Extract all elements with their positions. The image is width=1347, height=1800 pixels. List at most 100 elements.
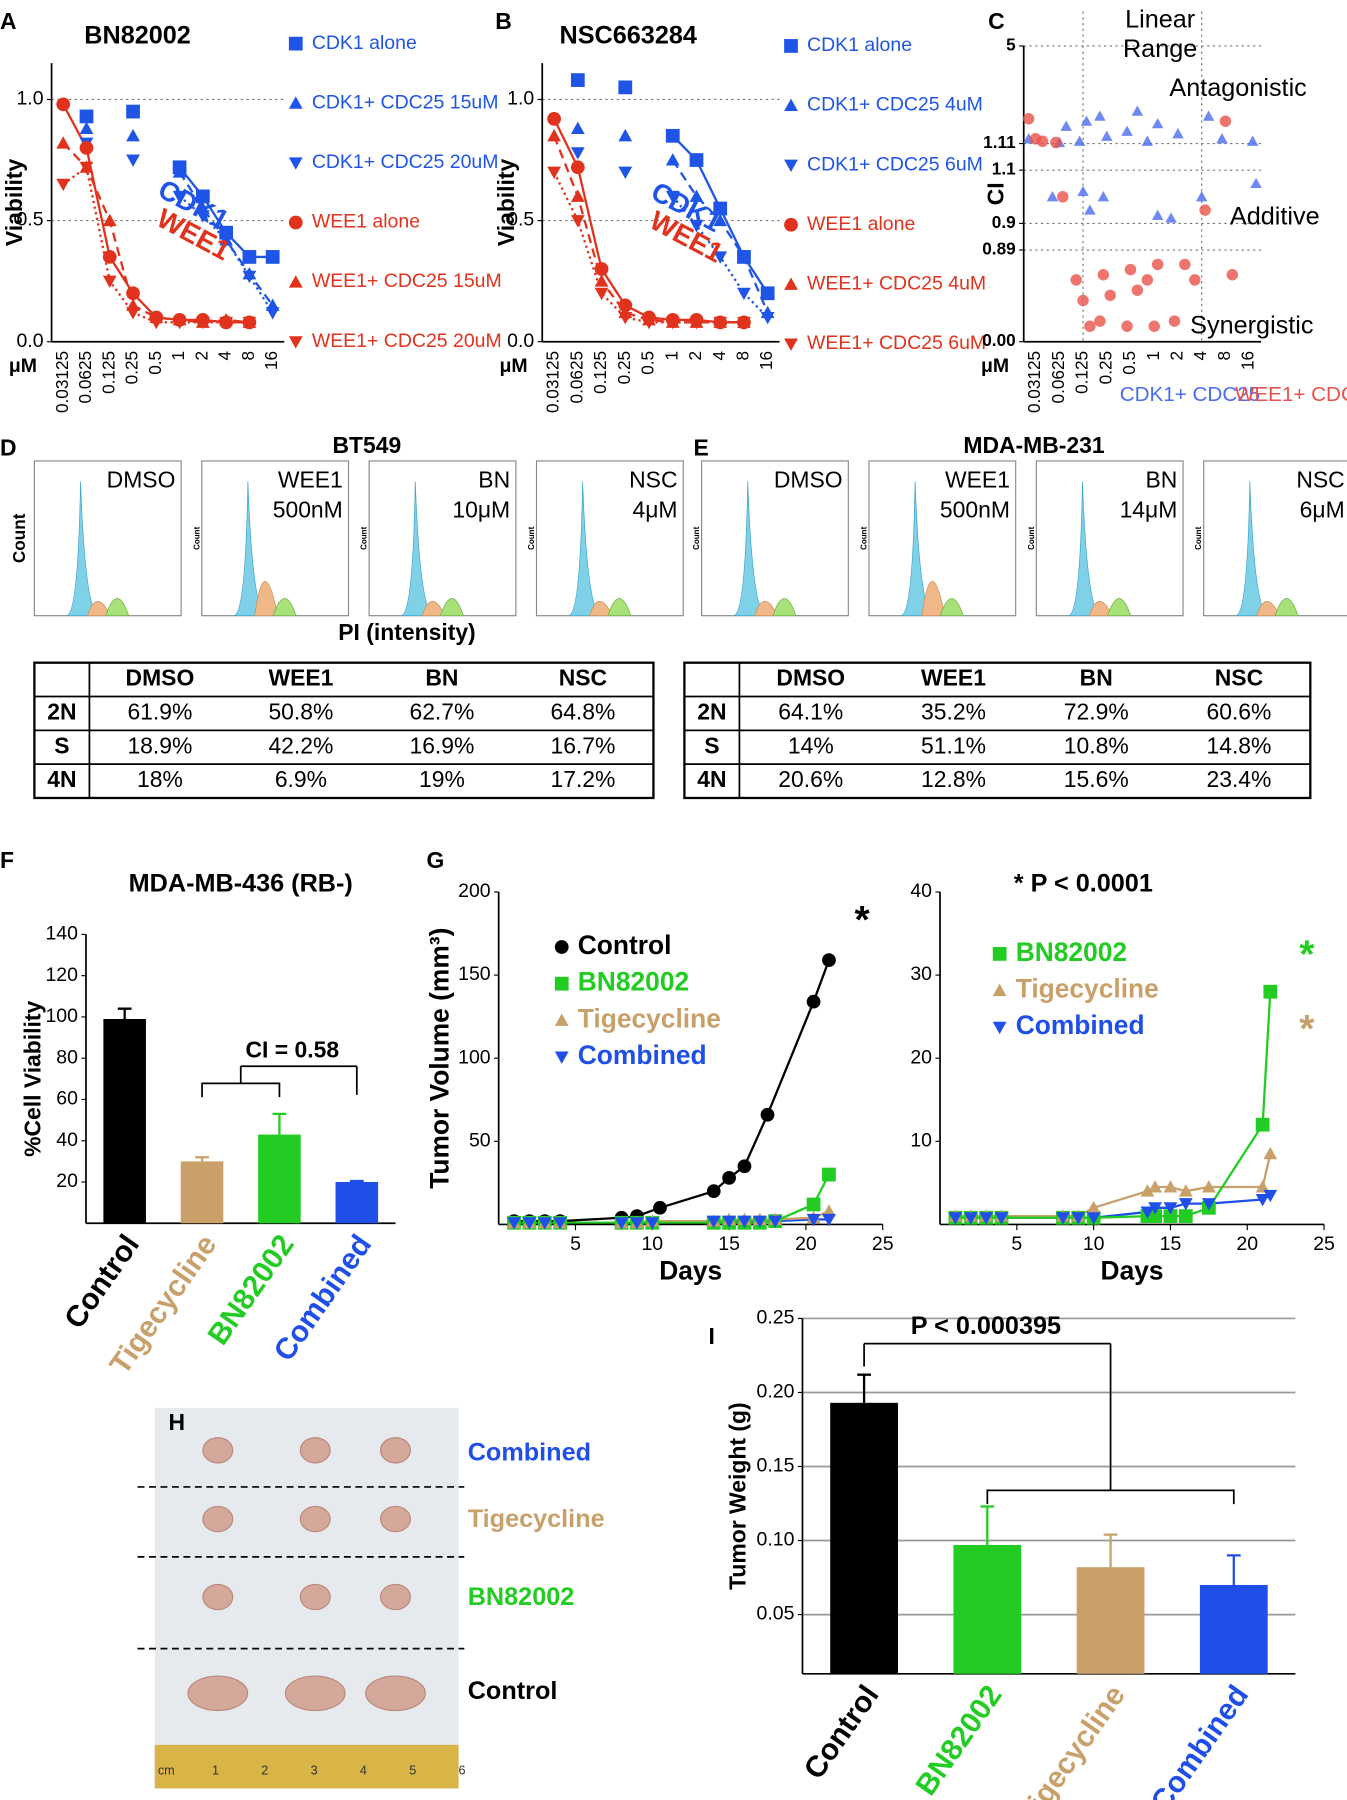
annotation: Synergistic (1190, 311, 1313, 339)
flow-label: NSC (629, 467, 677, 493)
x-tick-label: 4 (215, 350, 235, 360)
marker (1084, 204, 1096, 215)
marker (706, 1184, 721, 1199)
x-tick-label: 20 (795, 1233, 817, 1255)
x-tick-label: 0.125 (590, 351, 610, 394)
bracket (201, 1066, 281, 1098)
marker (822, 1167, 836, 1182)
y-tick-label: 150 (458, 963, 491, 985)
marker (689, 316, 704, 330)
flow-label: NSC (1296, 467, 1344, 493)
y-tick-label: 0.9 (992, 212, 1016, 232)
marker (1189, 274, 1201, 286)
tumor (380, 1583, 411, 1611)
marker (1131, 284, 1144, 296)
marker (1148, 1209, 1162, 1223)
marker (507, 1217, 521, 1230)
marker (784, 338, 798, 351)
chart-title: MDA-MB-436 (RB-) (129, 870, 353, 898)
tumor (299, 1505, 331, 1533)
marker (1202, 110, 1215, 121)
x-tick-label: 0.0625 (75, 351, 95, 404)
marker (1219, 115, 1232, 127)
x-tick-label: Tigecycline (1012, 1679, 1132, 1800)
table-header: NSC (559, 665, 607, 691)
marker (547, 111, 561, 126)
legend-label: WEE1+ CDC25 (1235, 383, 1347, 406)
marker (126, 286, 140, 301)
flow-label: 4μM (632, 496, 677, 522)
marker (1070, 274, 1082, 286)
marker (822, 1213, 836, 1227)
marker (1255, 1180, 1270, 1193)
table-header: BN (1080, 665, 1113, 691)
x-axis-label: Days (659, 1256, 722, 1286)
y-tick-label: 20 (910, 1046, 932, 1068)
legend-label: WEE1+ CDC25 15uM (312, 270, 502, 292)
legend-label: Control (578, 930, 672, 960)
marker (570, 160, 585, 175)
peak-g2 (105, 598, 130, 617)
annotation: CI = 0.58 (246, 1036, 340, 1062)
annotation: Additive (1230, 203, 1320, 231)
error-bar (195, 1156, 209, 1162)
marker (1216, 133, 1228, 144)
marker (689, 219, 704, 233)
x-tick-label: 5 (570, 1233, 581, 1255)
x-tick-label: 8 (732, 351, 752, 361)
table-cell: 19% (419, 766, 465, 792)
annotation: * (1299, 1008, 1315, 1051)
flow-frame (1035, 460, 1184, 617)
marker (1097, 269, 1110, 281)
peak-g2 (939, 598, 964, 617)
marker (1148, 1180, 1162, 1193)
marker (570, 215, 585, 228)
legend-label: WEE1 alone (312, 211, 420, 233)
ruler (154, 1744, 459, 1789)
ruler-label: cm (158, 1764, 175, 1778)
marker (1057, 191, 1069, 203)
x-tick-label: 0.5 (1119, 351, 1139, 375)
marker (1140, 1206, 1155, 1219)
marker (642, 316, 656, 330)
marker (760, 286, 775, 301)
annotation: * (1299, 934, 1315, 977)
marker (1104, 289, 1116, 302)
flow-frame (368, 460, 517, 617)
marker (737, 250, 751, 263)
marker (1097, 191, 1110, 202)
marker (594, 262, 609, 276)
x-tick-label: 1 (661, 351, 681, 361)
marker (653, 1200, 667, 1215)
marker (1163, 1180, 1178, 1193)
x-tick-label: 8 (238, 351, 258, 361)
x-tick-label: 0.03125 (1024, 351, 1044, 413)
peak-g2 (1274, 598, 1299, 617)
marker (242, 250, 257, 264)
flow-label: BN (1146, 467, 1178, 493)
x-tick-label: 4 (709, 350, 729, 360)
bar (180, 1161, 224, 1224)
y-tick-label: 0.05 (757, 1603, 795, 1625)
y-tick-label: 1.0 (16, 88, 43, 110)
marker (570, 73, 585, 87)
tumor (380, 1437, 411, 1464)
legend-label: WEE1 alone (807, 213, 915, 235)
y-axis-label: %Cell Viability (19, 1001, 45, 1157)
marker (752, 1215, 767, 1228)
marker (554, 1051, 569, 1064)
marker (242, 316, 257, 330)
x-axis-label: Days (1101, 1256, 1164, 1286)
table-header: BN (425, 665, 458, 691)
bar (1199, 1584, 1268, 1674)
x-tick-label: 10 (1083, 1233, 1105, 1255)
marker (822, 953, 836, 968)
y-tick-label: 140 (45, 923, 78, 945)
error-bar (117, 1007, 132, 1019)
y-tick-label: 0.00 (982, 330, 1015, 350)
flow-y-label: Count (192, 526, 201, 549)
x-tick-label: 2 (191, 351, 211, 361)
marker (554, 940, 569, 954)
x-tick-label: 0.125 (98, 351, 118, 394)
